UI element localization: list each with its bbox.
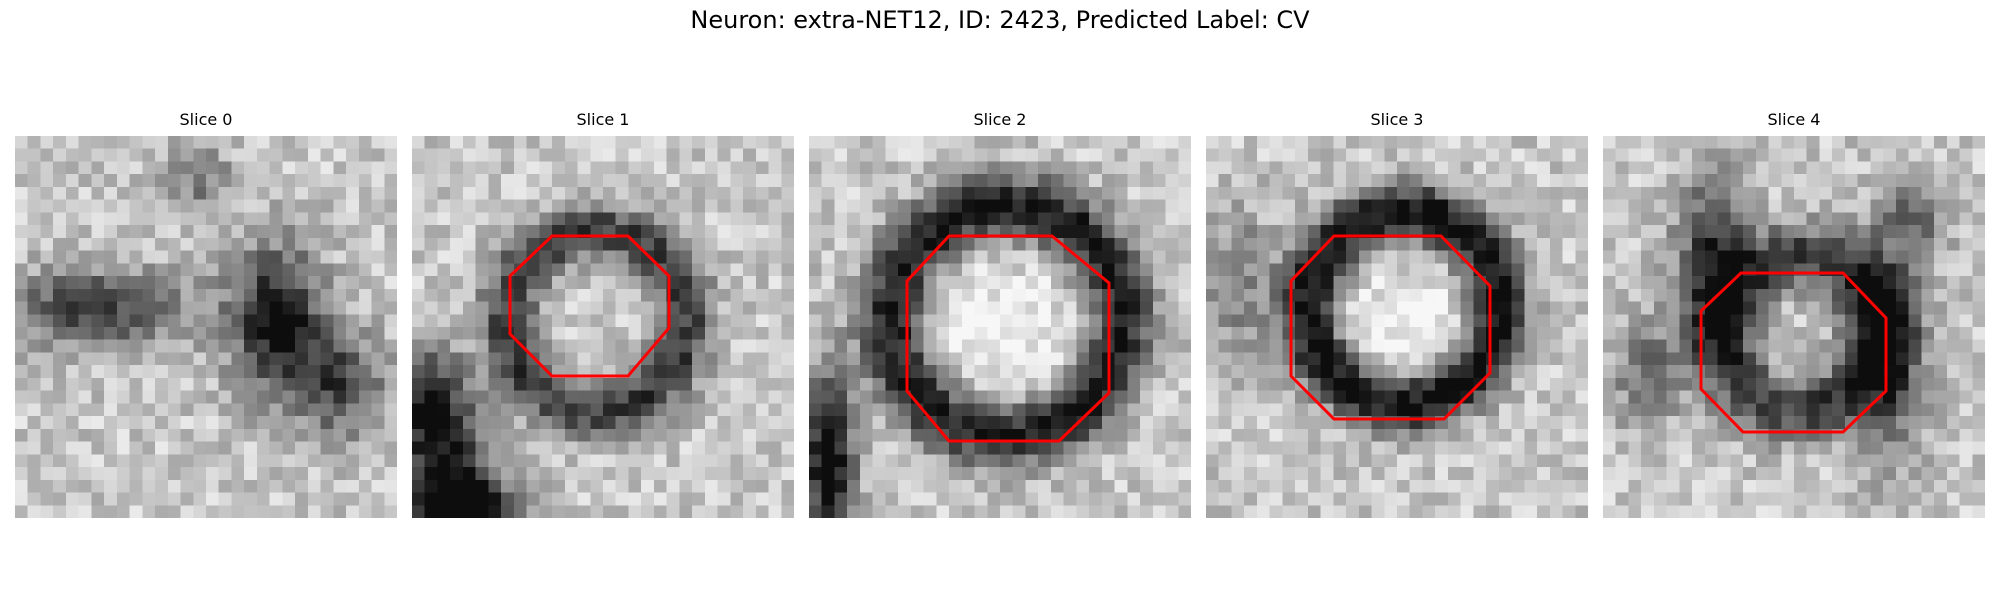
vesicle-outline: [508, 234, 671, 378]
vesicle-outline: [1699, 271, 1888, 434]
slice-image: [1206, 136, 1588, 518]
slice-title: Slice 2: [973, 110, 1027, 129]
slice-panel-2: Slice 2: [809, 108, 1191, 518]
outline-overlay: [508, 234, 671, 378]
vesicle-outline: [905, 234, 1111, 443]
slice-title: Slice 0: [179, 110, 233, 129]
slice-panel-4: Slice 4: [1603, 108, 1985, 518]
slice-image: [1603, 136, 1985, 518]
slice-panel-0: Slice 0: [15, 108, 397, 518]
slice-image: [412, 136, 794, 518]
microscopy-image: [809, 136, 1191, 518]
vesicle-outline: [1289, 234, 1492, 421]
slice-title: Slice 1: [576, 110, 630, 129]
slice-title: Slice 3: [1370, 110, 1424, 129]
microscopy-image: [1603, 136, 1985, 518]
microscopy-image: [15, 136, 397, 518]
outline-overlay: [1699, 271, 1888, 434]
slice-image: [15, 136, 397, 518]
microscopy-image: [412, 136, 794, 518]
microscopy-image: [1206, 136, 1588, 518]
slice-panel-3: Slice 3: [1206, 108, 1588, 518]
outline-overlay: [905, 234, 1111, 443]
figure-title: Neuron: extra-NET12, ID: 2423, Predicted…: [690, 6, 1310, 34]
slice-image: [809, 136, 1191, 518]
slice-panel-1: Slice 1: [412, 108, 794, 518]
slice-title: Slice 4: [1767, 110, 1821, 129]
outline-overlay: [1289, 234, 1492, 421]
